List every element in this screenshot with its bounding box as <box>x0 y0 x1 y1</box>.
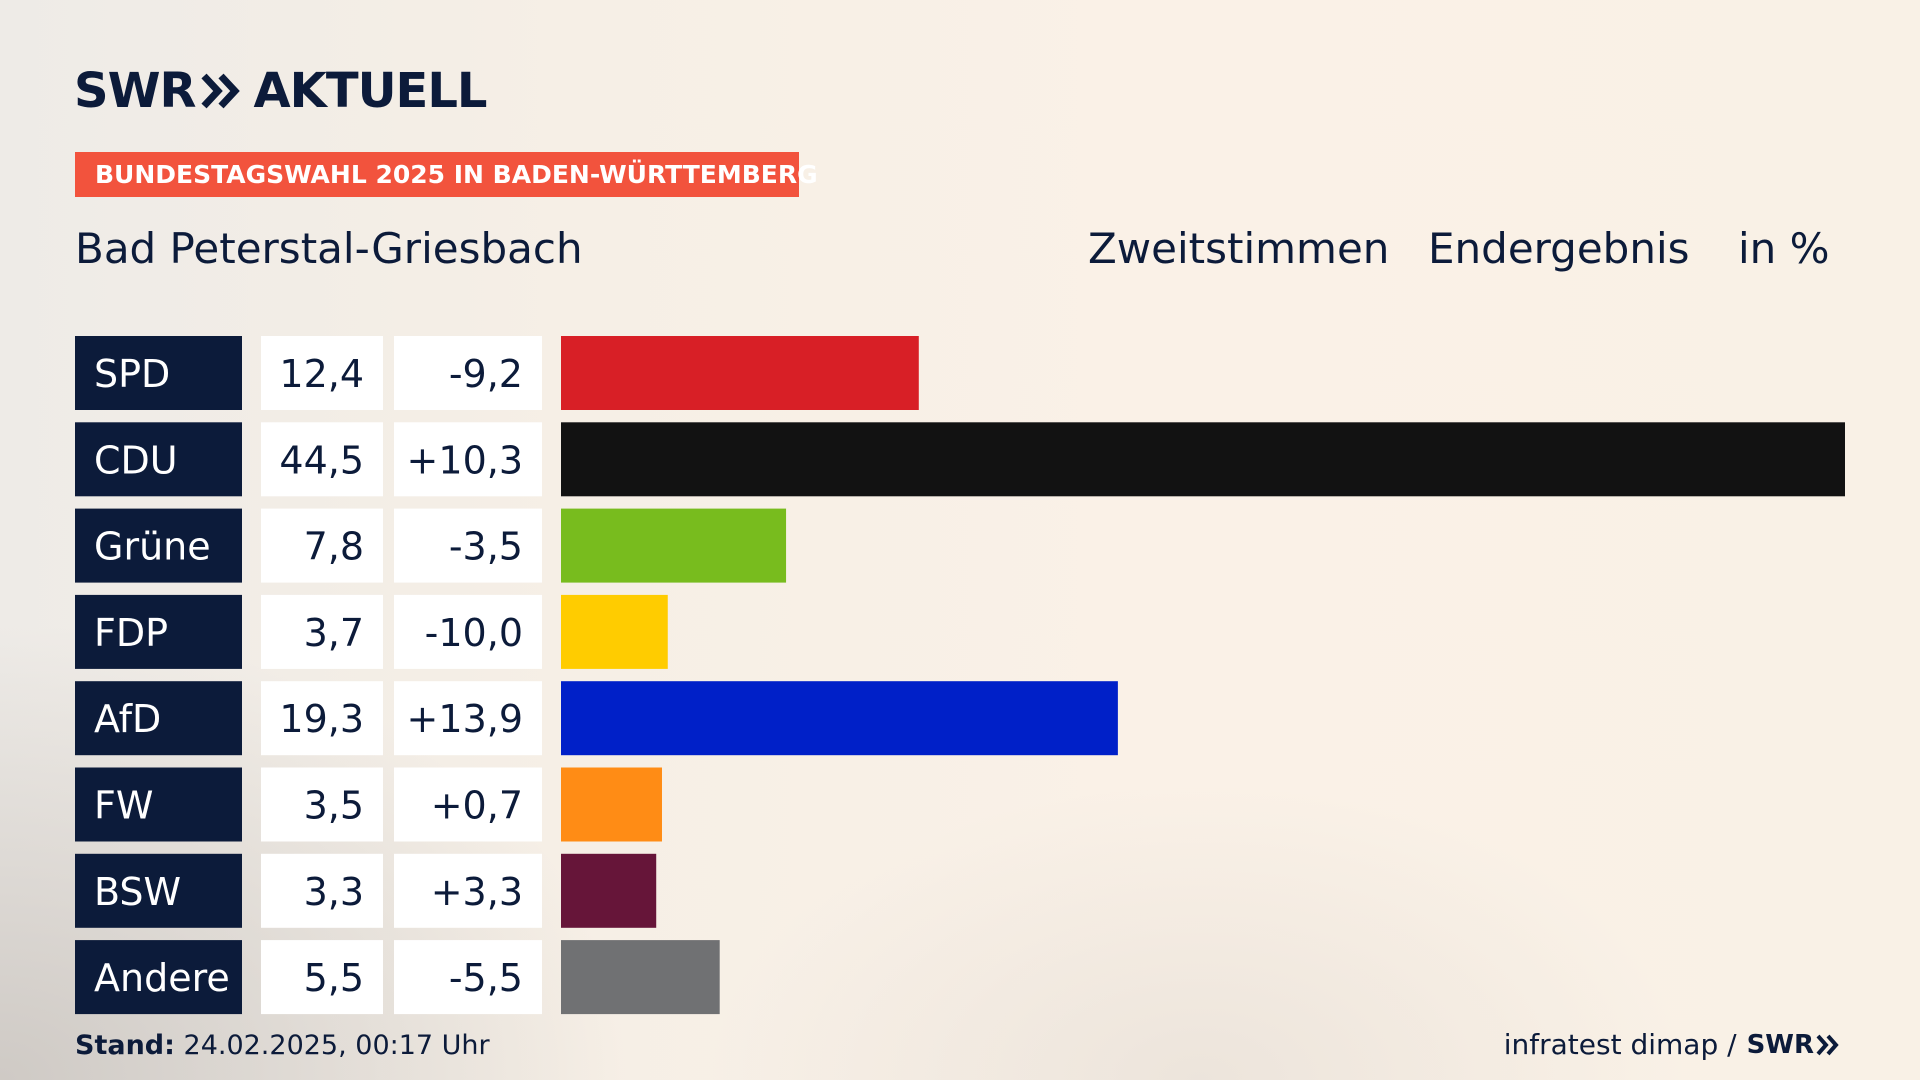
change-box-afd <box>394 681 542 756</box>
party-label-box-bsw <box>75 853 242 928</box>
election-banner: BUNDESTAGSWAHL 2025 IN BADEN-WÜRTTEMBERG <box>75 152 818 197</box>
change-label-fw: +0,7 <box>431 784 523 828</box>
value-box-spd <box>261 336 383 410</box>
party-label-grne: Grüne <box>94 525 211 569</box>
party-label-andere: Andere <box>94 956 230 1000</box>
value-box-cdu <box>261 422 383 497</box>
source-text: infratest dimap / <box>1503 1028 1737 1061</box>
logo-aktuell-text: AKTUELL <box>253 63 487 119</box>
value-box-afd <box>261 681 383 756</box>
party-label-box-grne <box>75 508 242 583</box>
value-label-spd: 12,4 <box>279 352 364 396</box>
party-label-box-andere <box>75 940 242 1015</box>
change-box-fdp <box>394 594 542 669</box>
value-box-andere <box>261 940 383 1015</box>
value-box-bsw <box>261 853 383 928</box>
mini-double-chevron-icon <box>1816 1034 1839 1055</box>
change-box-fw <box>394 767 542 842</box>
value-label-afd: 19,3 <box>279 697 364 741</box>
source-credit: infratest dimap / SWR <box>1504 1028 1840 1061</box>
unit-label: in % <box>1738 224 1830 273</box>
change-label-fdp: -10,0 <box>425 611 523 655</box>
stand-label: Stand: <box>75 1030 175 1061</box>
change-box-spd <box>394 336 542 410</box>
bar-cdu <box>561 422 1845 497</box>
value-box-fw <box>261 767 383 842</box>
change-label-afd: +13,9 <box>407 697 523 741</box>
bar-andere <box>561 940 720 1015</box>
value-label-cdu: 44,5 <box>279 438 364 482</box>
change-box-andere <box>394 940 542 1015</box>
party-label-afd: AfD <box>94 697 161 741</box>
result-type-label: Endergebnis <box>1428 224 1690 273</box>
party-label-bsw: BSW <box>94 870 181 914</box>
party-label-box-spd <box>75 336 242 410</box>
bar-fdp <box>561 594 668 669</box>
party-label-fw: FW <box>94 784 153 828</box>
party-label-box-fdp <box>75 594 242 669</box>
value-label-bsw: 3,3 <box>304 870 364 914</box>
change-box-bsw <box>394 853 542 928</box>
party-label-spd: SPD <box>94 352 170 396</box>
double-chevron-icon <box>201 73 241 109</box>
bar-grne <box>561 508 787 583</box>
value-label-andere: 5,5 <box>304 956 364 1000</box>
swr-aktuell-logo: SWR AKTUELL <box>74 63 488 119</box>
value-box-grne <box>261 508 383 583</box>
change-label-spd: -9,2 <box>449 352 523 396</box>
stand-value: 24.02.2025, 00:17 Uhr <box>183 1030 490 1061</box>
change-box-cdu <box>394 422 542 497</box>
timestamp: Stand: 24.02.2025, 00:17 Uhr <box>75 1030 490 1061</box>
change-label-cdu: +10,3 <box>407 438 523 482</box>
bar-bsw <box>561 853 657 928</box>
party-label-box-fw <box>75 767 242 842</box>
value-label-grne: 7,8 <box>304 525 364 569</box>
change-box-grne <box>394 508 542 583</box>
party-label-fdp: FDP <box>94 611 168 655</box>
vote-type-label: Zweitstimmen <box>1088 224 1390 273</box>
mini-logo-text: SWR <box>1746 1029 1814 1060</box>
bar-spd <box>561 336 919 410</box>
logo-swr-text: SWR <box>74 63 196 119</box>
location-title: Bad Peterstal-Griesbach <box>75 224 583 273</box>
value-box-fdp <box>261 594 383 669</box>
change-label-bsw: +3,3 <box>431 870 523 914</box>
party-label-cdu: CDU <box>94 438 178 482</box>
change-label-andere: -5,5 <box>449 956 523 1000</box>
party-label-box-afd <box>75 681 242 756</box>
value-label-fdp: 3,7 <box>304 611 364 655</box>
change-label-grne: -3,5 <box>449 525 523 569</box>
bar-fw <box>561 767 662 842</box>
swr-mini-logo: SWR <box>1747 1030 1840 1060</box>
party-label-box-cdu <box>75 422 242 497</box>
bar-afd <box>561 681 1118 756</box>
value-label-fw: 3,5 <box>304 784 364 828</box>
